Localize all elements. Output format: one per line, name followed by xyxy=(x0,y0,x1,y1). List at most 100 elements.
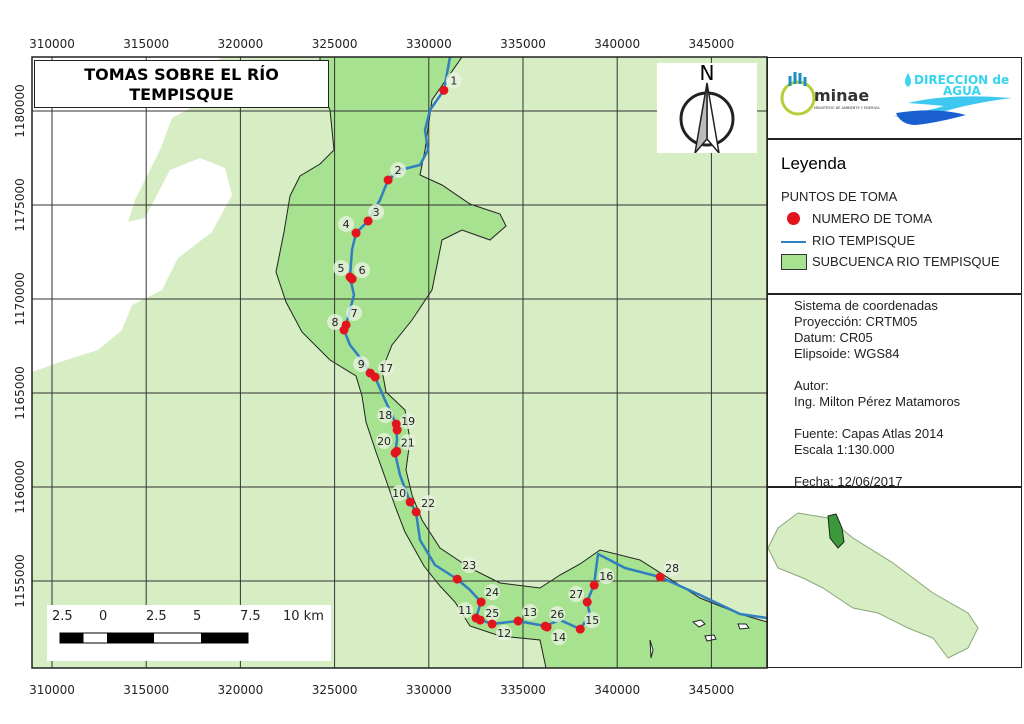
point-label-halo xyxy=(400,413,417,430)
y-tick-label: 1160000 xyxy=(13,460,27,513)
intake-point-24[interactable] xyxy=(476,597,486,607)
intake-point-2[interactable] xyxy=(383,175,393,185)
point-label: 13 xyxy=(523,606,537,619)
locator-map xyxy=(767,512,979,659)
x-tick-label-top: 310000 xyxy=(29,37,75,51)
x-tick-label-top: 345000 xyxy=(688,37,734,51)
legend-item-points: NUMERO DE TOMA xyxy=(812,211,933,226)
metadata-text: Sistema de coordenadas Proyección: CRTM05… xyxy=(794,298,960,490)
point-label-halo xyxy=(551,629,568,646)
small-islands xyxy=(649,619,750,659)
metadata-line: Fuente: Capas Atlas 2014 xyxy=(794,426,944,441)
point-label: 7 xyxy=(351,307,358,320)
north-label: N xyxy=(699,61,715,85)
point-label: 15 xyxy=(585,614,599,627)
coordinate-grid xyxy=(32,57,767,668)
axis-labels: 3100003100003150003150003200003200003250… xyxy=(13,37,734,697)
scalebar-box: 2.5 0 2.5 5 7.5 10 km xyxy=(47,605,331,661)
point-label: 14 xyxy=(552,631,566,644)
scalebar-label: 5 xyxy=(193,609,202,624)
point-label: 22 xyxy=(421,497,435,510)
minae-logo-text: minae xyxy=(814,86,869,105)
logos: minae MINISTERIO DE AMBIENTE Y ENERGIA D… xyxy=(780,72,1012,125)
point-label: 25 xyxy=(485,607,499,620)
point-label: 20 xyxy=(377,435,391,448)
point-label-halo xyxy=(338,216,355,233)
x-tick-label-bottom: 315000 xyxy=(123,683,169,697)
north-arrow-box: N xyxy=(657,61,757,153)
point-label-halo xyxy=(346,304,363,321)
subbasin-polygon xyxy=(275,57,767,668)
point-label-halo xyxy=(420,495,437,512)
intake-point-1[interactable] xyxy=(439,85,449,95)
point-label-halo xyxy=(445,72,462,89)
point-label: 1 xyxy=(450,74,457,87)
point-label: 2 xyxy=(395,164,402,177)
point-label: 23 xyxy=(462,559,476,572)
intake-point-28[interactable] xyxy=(655,572,665,582)
point-label-halo xyxy=(333,260,350,277)
intake-point-21[interactable] xyxy=(392,446,402,456)
intake-point-8[interactable] xyxy=(339,325,349,335)
intake-point-22[interactable] xyxy=(411,507,421,517)
intake-point-23[interactable] xyxy=(452,574,462,584)
point-label: 17 xyxy=(379,362,393,375)
scalebar-label: 2.5 xyxy=(146,609,167,624)
intake-point-14[interactable] xyxy=(542,622,552,632)
x-tick-label-bottom: 345000 xyxy=(688,683,734,697)
info-box: Sistema de coordenadas Proyección: CRTM05… xyxy=(767,294,1022,490)
intake-point-27[interactable] xyxy=(582,597,592,607)
metadata-line xyxy=(794,458,960,474)
agua-logo-line1: DIRECCION de xyxy=(914,73,1009,87)
point-label: 6 xyxy=(359,264,366,277)
intake-point-6[interactable] xyxy=(347,274,357,284)
subbasin-location xyxy=(827,513,845,549)
point-label: 16 xyxy=(599,570,613,583)
intake-point-12[interactable] xyxy=(487,619,497,629)
legend-item-subbasin: SUBCUENCA RIO TEMPISQUE xyxy=(812,254,1000,269)
intake-point-3[interactable] xyxy=(363,216,373,226)
point-symbol-icon xyxy=(787,212,800,225)
costa-rica-shape xyxy=(767,512,979,659)
x-tick-label-top: 315000 xyxy=(123,37,169,51)
point-label-halo xyxy=(584,612,601,629)
point-label-halo xyxy=(484,584,501,601)
metadata-line xyxy=(794,362,960,378)
x-tick-label-bottom: 310000 xyxy=(29,683,75,697)
map-title-line2: TEMPISQUE xyxy=(129,85,234,104)
x-tick-label-bottom: 335000 xyxy=(500,683,546,697)
point-label: 18 xyxy=(378,409,392,422)
x-tick-label-bottom: 340000 xyxy=(594,683,640,697)
intake-point-13[interactable] xyxy=(513,616,523,626)
point-label-halo xyxy=(457,602,474,619)
intake-point-10[interactable] xyxy=(405,497,415,507)
intake-point-17[interactable] xyxy=(370,372,380,382)
metadata-line: Escala 1:130.000 xyxy=(794,442,895,457)
locator-inset xyxy=(767,487,1022,668)
point-label: 3 xyxy=(373,206,380,219)
logos-box: minae MINISTERIO DE AMBIENTE Y ENERGIA D… xyxy=(767,57,1022,139)
metadata-line: Elipsoide: WGS84 xyxy=(794,346,900,361)
scalebar-label: 10 km xyxy=(283,609,324,624)
point-label: 9 xyxy=(358,358,365,371)
point-label-halo xyxy=(327,314,344,331)
x-tick-label-top: 325000 xyxy=(312,37,358,51)
sea-area xyxy=(32,57,232,372)
intake-point-4[interactable] xyxy=(351,228,361,238)
y-tick-label: 1180000 xyxy=(13,84,27,137)
intake-point-15[interactable] xyxy=(575,624,585,634)
point-label-halo xyxy=(549,606,566,623)
point-label-halo xyxy=(664,560,681,577)
point-label-halo xyxy=(522,604,539,621)
point-label-halo xyxy=(391,485,408,502)
y-tick-label: 1170000 xyxy=(13,272,27,325)
intake-point-16[interactable] xyxy=(589,580,599,590)
point-label: 19 xyxy=(401,415,415,428)
point-label: 26 xyxy=(550,608,564,621)
intake-point-19[interactable] xyxy=(392,425,402,435)
legend-item-river: RIO TEMPISQUE xyxy=(812,233,916,248)
intake-point-25[interactable] xyxy=(475,615,485,625)
legend-group: PUNTOS DE TOMA xyxy=(781,189,898,204)
